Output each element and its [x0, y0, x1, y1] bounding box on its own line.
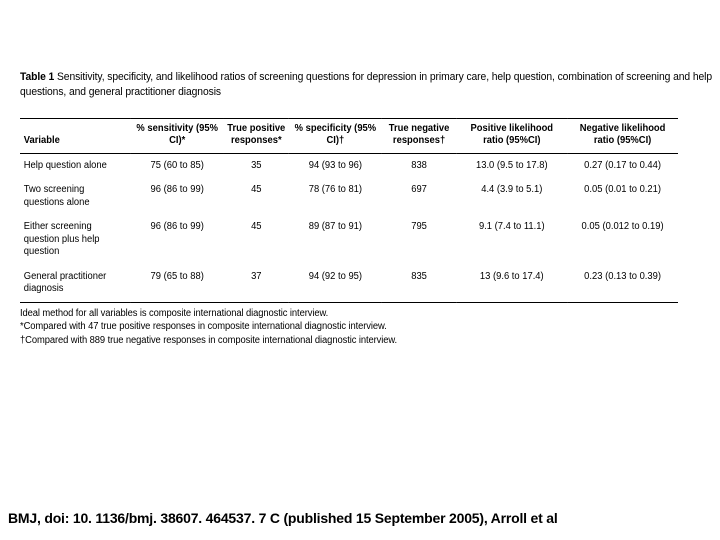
table-row: Either screening question plus help ques… [20, 215, 678, 265]
col-header: Negative likelihood ratio (95%CI) [567, 118, 678, 153]
caption-lead: Table 1 [20, 71, 54, 83]
footnote-line: Ideal method for all variables is compos… [20, 307, 674, 321]
cell: 75 (60 to 85) [131, 153, 224, 178]
cell: 13 (9.6 to 17.4) [456, 265, 567, 303]
cell: 4.4 (3.9 to 5.1) [456, 178, 567, 215]
cell: 96 (86 to 99) [131, 178, 224, 215]
cell: Help question alone [20, 153, 131, 178]
cell: 94 (92 to 95) [289, 265, 382, 303]
cell: 0.05 (0.012 to 0.19) [567, 215, 678, 265]
table-header: Variable % sensitivity (95% CI)* True po… [20, 118, 678, 153]
cell: 89 (87 to 91) [289, 215, 382, 265]
caption-text: Sensitivity, specificity, and likelihood… [20, 71, 712, 98]
col-header: True negative responses† [382, 118, 457, 153]
footnotes: Ideal method for all variables is compos… [20, 307, 674, 348]
table-row: Help question alone 75 (60 to 85) 35 94 … [20, 153, 678, 178]
table-body: Help question alone 75 (60 to 85) 35 94 … [20, 153, 678, 302]
cell: 0.05 (0.01 to 0.21) [567, 178, 678, 215]
citation-line: BMJ, doi: 10. 1136/bmj. 38607. 464537. 7… [8, 510, 558, 526]
footnote-line: †Compared with 889 true negative respons… [20, 334, 674, 348]
footnote-line: *Compared with 47 true positive response… [20, 320, 674, 334]
cell: 0.23 (0.13 to 0.39) [567, 265, 678, 303]
cell: 78 (76 to 81) [289, 178, 382, 215]
table-row: Two screening questions alone 96 (86 to … [20, 178, 678, 215]
col-header: % sensitivity (95% CI)* [131, 118, 224, 153]
cell: Either screening question plus help ques… [20, 215, 131, 265]
data-table: Variable % sensitivity (95% CI)* True po… [20, 118, 678, 303]
cell: 94 (93 to 96) [289, 153, 382, 178]
cell: 35 [224, 153, 290, 178]
col-header: Positive likelihood ratio (95%CI) [456, 118, 567, 153]
table-row: General practitioner diagnosis 79 (65 to… [20, 265, 678, 303]
cell: General practitioner diagnosis [20, 265, 131, 303]
cell: 795 [382, 215, 457, 265]
cell: 9.1 (7.4 to 11.1) [456, 215, 567, 265]
cell: 697 [382, 178, 457, 215]
col-header: Variable [20, 118, 131, 153]
cell: 96 (86 to 99) [131, 215, 224, 265]
col-header: % specificity (95% CI)† [289, 118, 382, 153]
cell: 835 [382, 265, 457, 303]
cell: 45 [224, 178, 290, 215]
table-caption: Table 1 Sensitivity, specificity, and li… [20, 70, 716, 100]
cell: 838 [382, 153, 457, 178]
cell: Two screening questions alone [20, 178, 131, 215]
cell: 37 [224, 265, 290, 303]
cell: 79 (65 to 88) [131, 265, 224, 303]
cell: 45 [224, 215, 290, 265]
col-header: True positive responses* [224, 118, 290, 153]
cell: 13.0 (9.5 to 17.8) [456, 153, 567, 178]
page: Table 1 Sensitivity, specificity, and li… [0, 0, 720, 540]
cell: 0.27 (0.17 to 0.44) [567, 153, 678, 178]
